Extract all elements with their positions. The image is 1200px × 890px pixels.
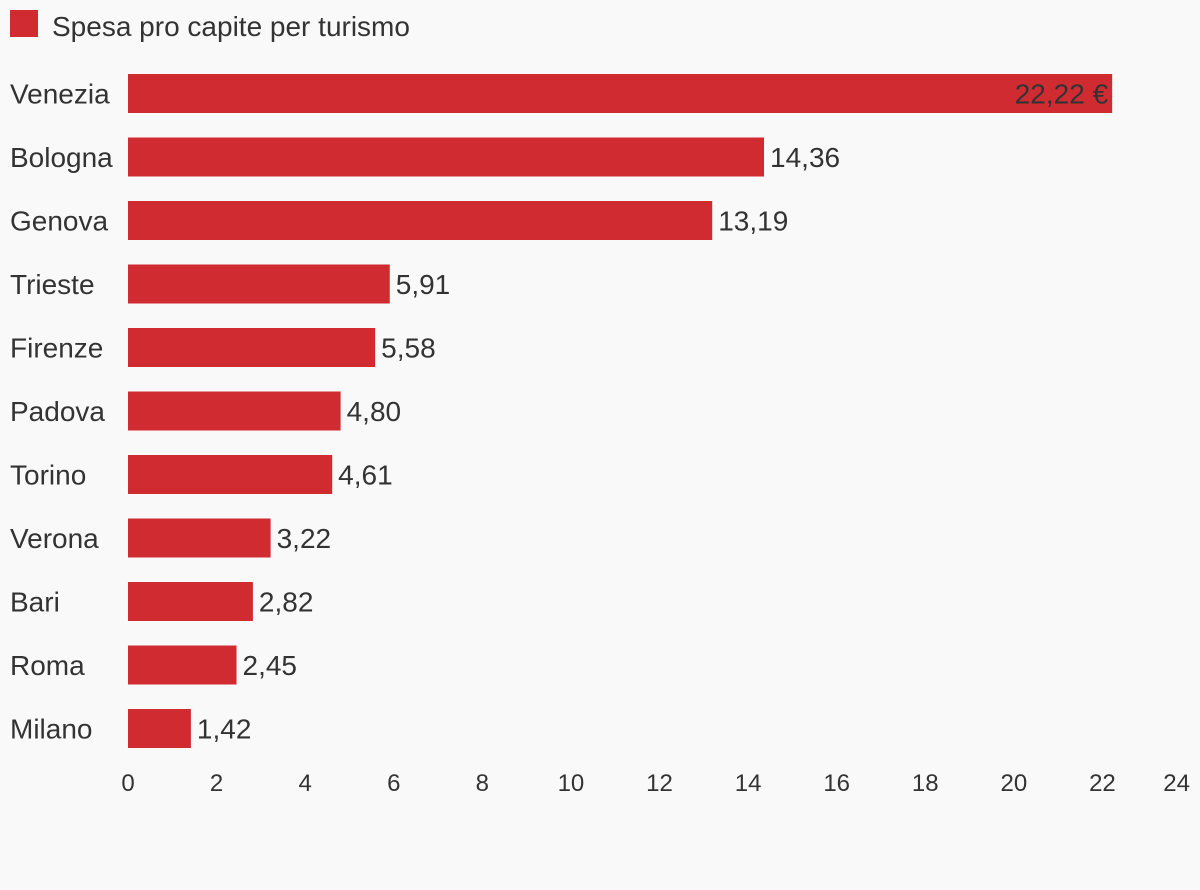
x-tick-label: 18: [912, 770, 939, 797]
bar: [128, 264, 390, 304]
bars: [128, 74, 1113, 748]
x-tick-label: 6: [387, 770, 400, 797]
category-label: Roma: [10, 650, 85, 681]
category-label: Bologna: [10, 142, 113, 173]
value-label: 2,82: [259, 587, 314, 618]
x-tick-label: 24: [1163, 770, 1190, 797]
bar: [128, 74, 1113, 113]
value-label: 4,80: [347, 396, 402, 427]
x-tick-label: 14: [735, 770, 762, 797]
x-tick-label: 0: [121, 770, 134, 797]
value-label: 3,22: [277, 523, 332, 554]
bar: [128, 391, 341, 431]
value-label: 2,45: [243, 650, 298, 681]
bar: [128, 645, 237, 685]
value-label: 13,19: [718, 206, 788, 237]
bar: [128, 328, 376, 367]
legend-label: Spesa pro capite per turismo: [52, 11, 410, 42]
x-tick-label: 22: [1089, 770, 1116, 797]
x-tick-label: 4: [298, 770, 311, 797]
category-label: Torino: [10, 460, 86, 491]
category-label: Genova: [10, 206, 108, 237]
category-label: Milano: [10, 714, 92, 745]
bar: [128, 137, 765, 177]
category-labels: Venezia Bologna Genova Trieste Firenze Padova…: [10, 79, 113, 745]
value-label: 14,36: [770, 142, 840, 173]
x-tick-label: 8: [476, 770, 489, 797]
legend-swatch: [10, 10, 38, 37]
category-label: Venezia: [10, 79, 110, 110]
value-label: 1,42: [197, 714, 252, 745]
x-tick-label: 10: [558, 770, 585, 797]
category-label: Firenze: [10, 333, 103, 364]
category-label: Bari: [10, 587, 60, 618]
x-tick-label: 20: [1000, 770, 1027, 797]
value-labels: 22,22 € 14,36 13,19 5,91 5,58 4,80 4,61 3,22 2,8…: [197, 79, 1109, 745]
legend: Spesa pro capite per turismo: [10, 10, 410, 42]
value-label: 5,91: [396, 269, 451, 300]
x-tick-label: 12: [646, 770, 673, 797]
bar: [128, 582, 253, 621]
x-axis-ticks: 0 2 4 6 8 10 12 14 16 18 20 22 24: [121, 770, 1190, 797]
bar: [128, 201, 713, 240]
bar: [128, 455, 333, 494]
value-label: 4,61: [338, 460, 393, 491]
value-label: 5,58: [381, 333, 436, 364]
category-label: Padova: [10, 396, 105, 427]
bar: [128, 709, 191, 748]
category-label: Trieste: [10, 269, 95, 300]
x-tick-label: 2: [210, 770, 223, 797]
category-label: Verona: [10, 523, 99, 554]
bar: [128, 518, 271, 558]
x-tick-label: 16: [823, 770, 850, 797]
value-label: 22,22 €: [1015, 79, 1109, 110]
